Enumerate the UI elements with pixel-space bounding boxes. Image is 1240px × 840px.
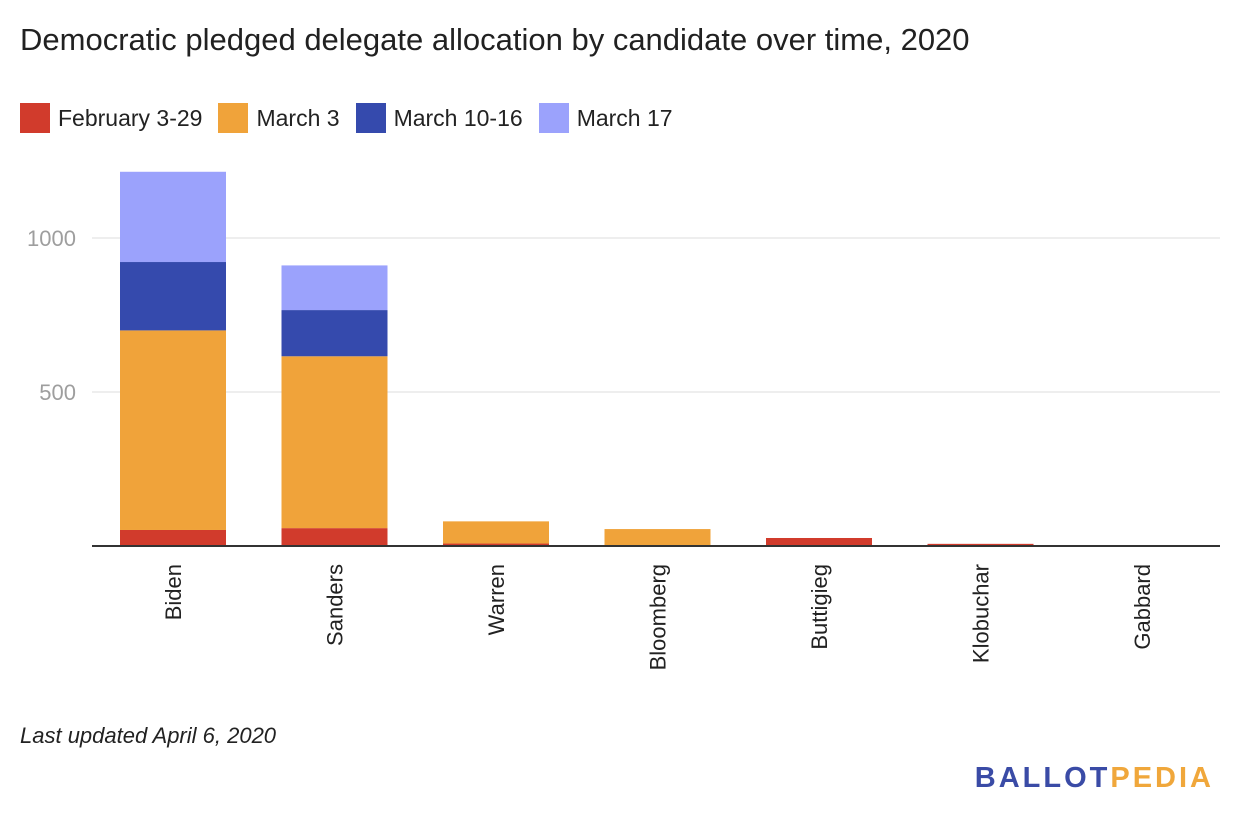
bar-klobuchar-series-1 [927,543,1034,546]
bar-sanders-series-1 [281,528,388,546]
bar-bloomberg-series-2 [604,529,711,546]
bar-buttigieg-series-1 [766,537,872,546]
legend-swatch [218,103,249,133]
legend-item-2: March 3 [218,103,340,133]
y-tick-label: 500 [39,380,76,405]
legend-label: March 3 [256,104,340,131]
x-tick-label: Bloomberg [646,564,671,670]
bar-sanders-series-3 [281,310,388,357]
legend-label: February 3-29 [58,104,203,131]
chart-plot: 500 1000 Biden Sanders Warren Bloomberg Buttig… [27,171,1220,670]
x-tick-label: Buttigieg [807,564,832,650]
x-tick-label: Warren [484,564,509,635]
legend-swatch [20,103,50,133]
x-tick-label: Sanders [323,564,348,646]
last-updated-note: Last updated April 6, 2020 [20,723,277,748]
legend-item-4: March 17 [538,103,673,133]
legend-swatch [355,103,386,133]
legend-item-3: March 10-16 [355,103,523,133]
bar-biden-series-1 [120,529,226,546]
bar-warren-series-1 [443,543,549,546]
y-tick-label: 1000 [27,226,76,251]
legend-label: March 10-16 [393,104,523,131]
chart-legend: February 3-29 March 3 March 10-16 March 17 [20,103,689,133]
x-tick-label: Klobuchar [969,564,994,663]
chart-title: Democratic pledged delegate allocation b… [20,22,970,57]
bar-sanders-series-2 [281,356,388,529]
bar-warren-series-2 [443,521,549,544]
bar-sanders-series-4 [281,265,388,311]
legend-label: March 17 [576,104,673,131]
logo-ballot-text: BALLOT [974,762,1111,794]
bar-biden-series-3 [120,262,226,331]
x-tick-label: Biden [161,564,186,620]
legend-swatch [538,103,569,133]
logo-pedia-text: PEDIA [1110,762,1214,794]
bar-biden-series-2 [120,330,226,530]
ballotpedia-logo: BALLOTPEDIA [975,762,1214,795]
x-tick-label: Gabbard [1130,564,1155,650]
legend-item-1: February 3-29 [20,103,202,133]
bar-biden-series-4 [120,171,226,263]
